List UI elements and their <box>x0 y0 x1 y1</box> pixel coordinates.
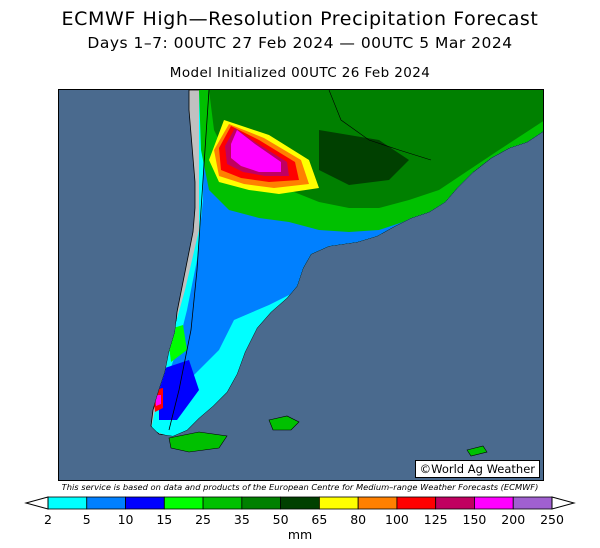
colorbar-high-arrow <box>551 496 576 510</box>
colorbar-cell <box>163 496 204 510</box>
colorbar-low-arrow <box>24 496 49 510</box>
falkland-islands <box>268 415 300 431</box>
precip-200mm-zone <box>231 130 281 172</box>
border-argentina-north <box>328 90 432 161</box>
precipitation-map: ©World Ag Weather <box>58 89 544 481</box>
model-init-time: Model Initialized 00UTC 26 Feb 2024 <box>169 65 431 81</box>
colorbar-cell <box>202 496 243 510</box>
colorbar-tick-label: 2 <box>44 512 52 527</box>
colorbar-cell <box>280 496 320 510</box>
data-source-disclaimer: This service is based on data and produc… <box>61 482 539 492</box>
precipitation-colorbar <box>24 496 576 510</box>
colorbar-cell <box>396 496 437 510</box>
colorbar-tick-label: 50 <box>272 512 289 527</box>
colorbar-cell <box>474 496 514 510</box>
tierra-del-fuego <box>168 431 228 453</box>
precip-150mm-andes-south <box>155 395 161 406</box>
colorbar-cell <box>125 496 165 510</box>
colorbar-tick-label: 150 <box>462 512 487 527</box>
colorbar-ticks: 2 5 10 15 25 35 50 65 80 100 125 150 200 250 <box>0 512 600 528</box>
forecast-period: Days 1–7: 00UTC 27 Feb 2024 — 00UTC 5 Ma… <box>87 34 513 52</box>
colorbar-tick-label: 250 <box>540 512 564 527</box>
colorbar-tick-label: 100 <box>384 512 409 527</box>
colorbar-cell <box>435 496 475 510</box>
colorbar-tick-label: 5 <box>82 512 91 527</box>
colorbar-tick-label: 80 <box>350 512 367 527</box>
colorbar-cell <box>318 496 359 510</box>
colorbar-cell <box>47 496 88 510</box>
map-title: ECMWF High—Resolution Precipitation Fore… <box>61 8 539 30</box>
colorbar-tick-label: 65 <box>311 512 328 527</box>
map-credit: ©World Ag Weather <box>414 460 540 478</box>
colorbar-cell <box>86 496 126 510</box>
colorbar-cell <box>357 496 398 510</box>
colorbar-tick-label: 15 <box>156 512 173 527</box>
border-chile-argentina <box>168 90 210 431</box>
south-georgia-island <box>466 445 488 457</box>
colorbar-cell <box>512 496 553 510</box>
colorbar-cell <box>241 496 282 510</box>
precip-50mm-zone <box>319 130 409 185</box>
colorbar-unit: mm <box>287 527 313 542</box>
colorbar-tick-label: 125 <box>423 512 448 527</box>
colorbar-tick-label: 200 <box>501 512 526 527</box>
colorbar-tick-label: 25 <box>195 512 212 527</box>
colorbar-tick-label: 10 <box>117 512 134 527</box>
colorbar-tick-label: 35 <box>233 512 250 527</box>
